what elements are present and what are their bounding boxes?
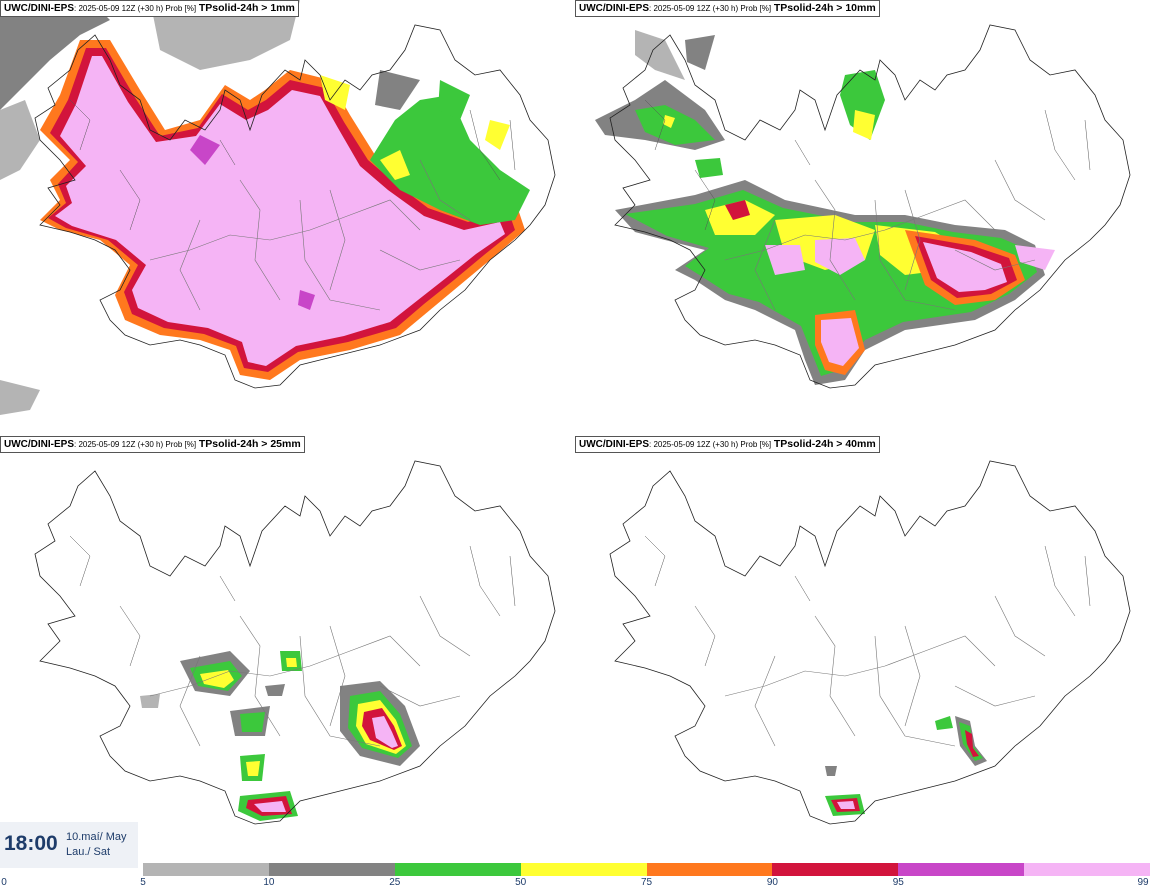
legend-swatch <box>394 863 521 876</box>
map-panel-1mm: UWC/DINI-EPS: 2025-05-09 12Z (+30 h) Pro… <box>0 0 575 436</box>
valid-date-line2: Lau./ Sat <box>66 846 111 858</box>
map-panel-40mm: UWC/DINI-EPS: 2025-05-09 12Z (+30 h) Pro… <box>575 436 1150 872</box>
valid-date: 10.maí/ May Lau./ Sat <box>66 830 127 860</box>
legend-tick-label: 50 <box>515 877 527 888</box>
valid-time: 18:00 <box>4 832 58 855</box>
legend-swatch <box>268 863 395 876</box>
legend-tick-label: 95 <box>892 877 904 888</box>
legend-tick-label: 0 <box>1 877 7 888</box>
probability-map-1mm <box>0 0 556 415</box>
legend-swatch <box>646 863 773 876</box>
legend-swatch <box>898 863 1025 876</box>
legend-tick-label: 90 <box>766 877 778 888</box>
panel-title-40mm: UWC/DINI-EPS: 2025-05-09 12Z (+30 h) Pro… <box>575 436 880 453</box>
legend-ticks: 0 5 10 25 50 75 90 95 99 <box>0 876 1150 891</box>
map-panel-10mm: UWC/DINI-EPS: 2025-05-09 12Z (+30 h) Pro… <box>575 0 1150 436</box>
panel-title-25mm: UWC/DINI-EPS: 2025-05-09 12Z (+30 h) Pro… <box>0 436 305 453</box>
probability-map-40mm <box>609 460 1131 825</box>
legend-swatch <box>1024 863 1150 876</box>
probability-map-25mm <box>34 460 556 825</box>
legend-tick-label: 25 <box>389 877 401 888</box>
legend-swatch <box>143 863 269 876</box>
legend-swatch <box>520 863 647 876</box>
valid-date-line1: 10.maí/ May <box>66 831 127 843</box>
legend-tick-label: 99 <box>1137 877 1149 888</box>
probability-map-10mm <box>595 24 1131 389</box>
legend-tick-label: 5 <box>140 877 146 888</box>
map-panel-25mm: UWC/DINI-EPS: 2025-05-09 12Z (+30 h) Pro… <box>0 436 575 872</box>
legend-swatch <box>772 863 899 876</box>
valid-time-box: 18:00 10.maí/ May Lau./ Sat <box>0 822 138 868</box>
color-legend <box>143 863 1150 876</box>
legend-tick-label: 10 <box>263 877 275 888</box>
panel-title-10mm: UWC/DINI-EPS: 2025-05-09 12Z (+30 h) Pro… <box>575 0 880 17</box>
legend-tick-label: 75 <box>640 877 653 888</box>
panel-title-1mm: UWC/DINI-EPS: 2025-05-09 12Z (+30 h) Pro… <box>0 0 299 17</box>
